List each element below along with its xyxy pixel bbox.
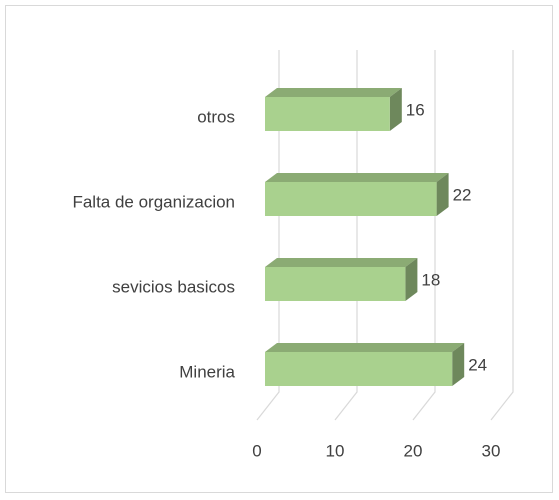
bar-top <box>265 258 418 267</box>
bar-side <box>389 88 402 131</box>
bar-front <box>265 97 390 131</box>
grid-line <box>412 50 436 421</box>
y-tick-label: otros <box>197 107 235 126</box>
x-tick-label: 0 <box>252 441 261 460</box>
data-label: 24 <box>468 355 487 374</box>
y-tick-label: Mineria <box>179 362 235 381</box>
grid-line <box>334 50 358 421</box>
bar-side <box>452 343 465 386</box>
bar <box>265 343 465 386</box>
bar-top <box>265 343 465 352</box>
grid-line <box>256 50 280 421</box>
data-label: 18 <box>421 270 440 289</box>
bar-front <box>265 182 437 216</box>
bar-top <box>265 173 449 182</box>
grid-line <box>490 50 514 421</box>
bar-front <box>265 267 406 301</box>
data-label: 16 <box>406 100 425 119</box>
bar-top <box>265 88 402 97</box>
bar-side <box>405 258 418 301</box>
bar-front <box>265 352 453 386</box>
bar <box>265 88 402 131</box>
bar <box>265 258 418 301</box>
data-label: 22 <box>453 185 472 204</box>
x-tick-label: 10 <box>326 441 345 460</box>
x-tick-label: 20 <box>404 441 423 460</box>
bar <box>265 173 449 216</box>
y-tick-label: sevicios basicos <box>112 277 235 296</box>
bar-side <box>436 173 449 216</box>
y-tick-label: Falta de organizacion <box>72 192 235 211</box>
x-tick-label: 30 <box>482 441 501 460</box>
